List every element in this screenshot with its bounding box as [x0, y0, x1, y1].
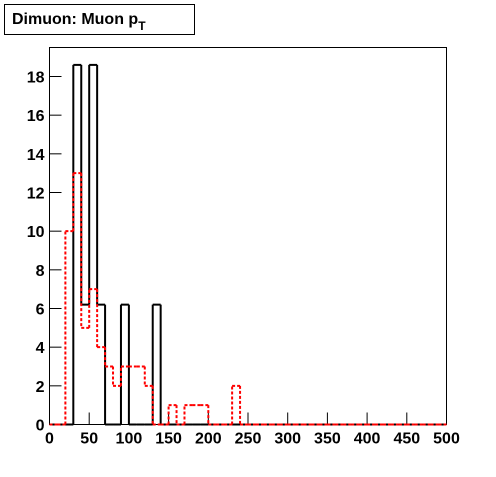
y-tick-label: 18: [27, 70, 45, 87]
y-tick-label: 2: [36, 379, 45, 396]
y-tick-label: 10: [27, 224, 45, 241]
x-tick-label: 100: [116, 431, 143, 448]
x-tick-label: 200: [195, 431, 222, 448]
x-tick-label: 50: [80, 431, 98, 448]
y-tick-label: 16: [27, 108, 45, 125]
title-box: [4, 4, 195, 35]
y-tick-label: 8: [36, 263, 45, 280]
y-tick-label: 6: [36, 302, 45, 319]
x-tick-label: 250: [235, 431, 262, 448]
x-tick-label: 350: [314, 431, 341, 448]
x-tick-label: 0: [45, 431, 54, 448]
y-tick-label: 4: [36, 340, 45, 357]
x-tick-label: 400: [354, 431, 381, 448]
title-main: Dimuon: Muon p: [12, 11, 138, 28]
title-subscript: T: [138, 19, 146, 33]
x-tick-label: 450: [393, 431, 420, 448]
x-tick-label: 150: [155, 431, 182, 448]
x-tick-label: 300: [274, 431, 301, 448]
y-tick-label: 12: [27, 186, 45, 203]
x-tick-label: 500: [433, 431, 460, 448]
y-tick-label: 14: [27, 147, 45, 164]
chart-title: Dimuon: Muon pT: [12, 11, 146, 33]
y-tick-label: 0: [36, 418, 45, 435]
